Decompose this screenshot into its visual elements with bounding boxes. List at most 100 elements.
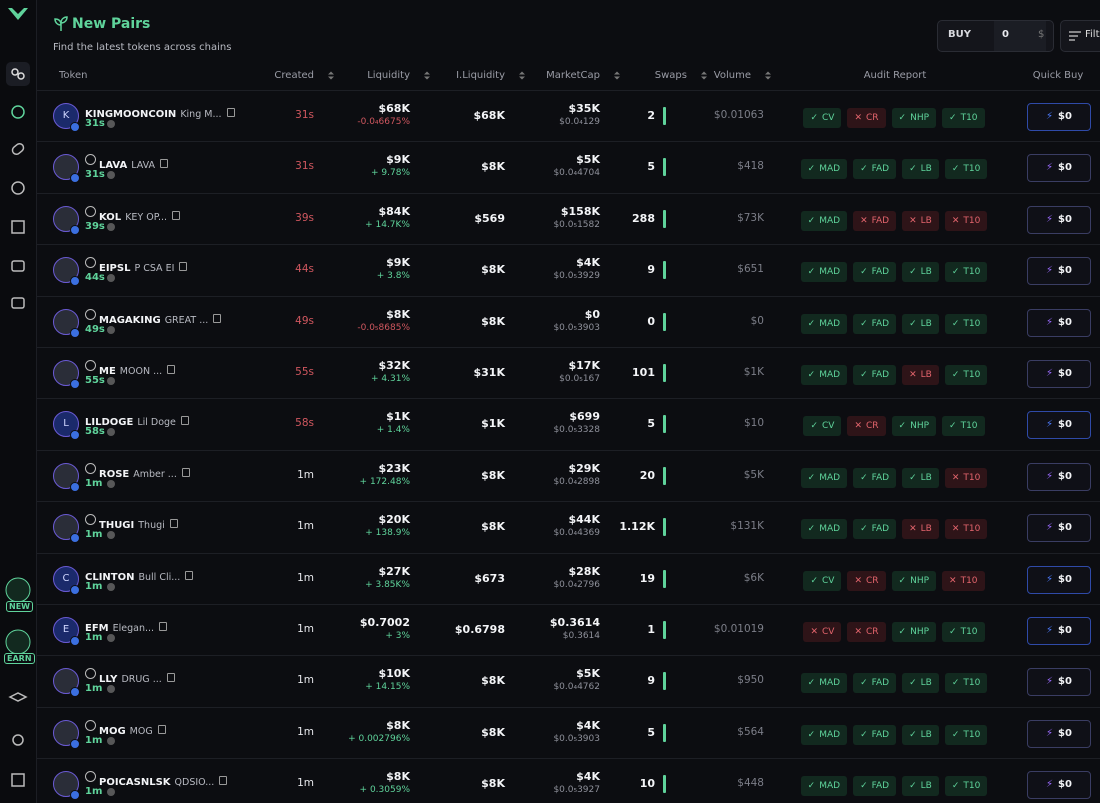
- quick-buy-amount[interactable]: $0: [1058, 316, 1072, 328]
- quick-buy-button[interactable]: ⚡ $0: [1027, 257, 1091, 286]
- copy-icon[interactable]: [167, 365, 176, 374]
- quick-buy-amount[interactable]: $0: [1058, 779, 1072, 791]
- quick-buy-button[interactable]: ⚡ $0: [1027, 668, 1091, 697]
- quick-buy-button[interactable]: ⚡ $0: [1027, 565, 1091, 594]
- copy-icon[interactable]: [160, 159, 169, 169]
- copy-icon[interactable]: [172, 210, 181, 220]
- copy-icon[interactable]: [179, 262, 188, 272]
- token-symbol[interactable]: POICASNLSK: [99, 777, 171, 789]
- nav-icon[interactable]: [11, 142, 25, 156]
- table-row[interactable]: E EFM Elegan... 1m 1m $0.7002 + 3% $0.6798 $0.36…: [37, 604, 1100, 656]
- quick-buy-amount[interactable]: $0: [1058, 368, 1072, 379]
- quick-buy-amount[interactable]: $0: [1058, 573, 1072, 585]
- quick-buy-amount[interactable]: $0: [1058, 111, 1072, 122]
- token-symbol[interactable]: CLINTON: [85, 571, 135, 583]
- nav-icon[interactable]: [11, 220, 25, 234]
- token-symbol[interactable]: EFM: [85, 623, 109, 634]
- nav-icon[interactable]: [8, 692, 28, 702]
- copy-icon[interactable]: [226, 108, 235, 117]
- table-row[interactable]: MOG MOG 1m 1m $8K + 0.002796% $8K $4K $0.0₅3903 5…: [37, 706, 1100, 759]
- table-row[interactable]: L LILDOGE Lil Doge 58s 58s $1K + 1.4% $1K $699 $0…: [37, 398, 1100, 450]
- copy-icon[interactable]: [159, 622, 168, 631]
- token-symbol[interactable]: THUGI: [99, 520, 135, 532]
- copy-icon[interactable]: [185, 570, 194, 580]
- quick-buy-button[interactable]: ⚡ $0: [1027, 154, 1091, 183]
- token-symbol[interactable]: EIPSL: [99, 263, 131, 275]
- table-row[interactable]: K KINGMOONCOIN King M... 31s 31s $68K -0.0₄667…: [37, 90, 1100, 142]
- amount-input[interactable]: 0 $: [994, 21, 1046, 51]
- nav-icon[interactable]: [17, 72, 25, 80]
- copy-icon[interactable]: [157, 724, 166, 734]
- quick-buy-button[interactable]: ⚡ $0: [1027, 308, 1091, 337]
- nav-icon[interactable]: [11, 260, 25, 272]
- sort-icon[interactable]: [519, 71, 525, 80]
- table-row[interactable]: POICASNLSK QDSIO... 1m 1m $8K + 0.3059% $8K $4K…: [37, 758, 1100, 803]
- quick-buy-amount[interactable]: $0: [1058, 162, 1072, 174]
- token-symbol[interactable]: LAVA: [99, 160, 128, 172]
- copy-icon[interactable]: [181, 467, 190, 477]
- token-symbol[interactable]: LLY: [99, 674, 118, 686]
- quick-buy-amount[interactable]: $0: [1058, 676, 1072, 688]
- quick-buy-button[interactable]: ⚡ $0: [1027, 771, 1091, 800]
- token-symbol[interactable]: KOL: [99, 211, 122, 223]
- nav-icon[interactable]: [11, 105, 25, 119]
- quick-buy-amount[interactable]: $0: [1058, 265, 1072, 277]
- quick-buy-button[interactable]: ⚡ $0: [1027, 205, 1091, 234]
- quick-buy-button[interactable]: ⚡ $0: [1027, 514, 1091, 543]
- quick-buy-amount[interactable]: $0: [1058, 419, 1072, 431]
- token-symbol[interactable]: ME: [99, 366, 116, 377]
- table-row[interactable]: EIPSL P CSA EI 44s 44s $9K + 3.8% $8K $4K $0.0₅3…: [37, 244, 1100, 296]
- column-header[interactable]: I.Liquidity: [456, 70, 505, 81]
- sort-icon[interactable]: [701, 71, 707, 80]
- column-header[interactable]: Created: [274, 70, 314, 81]
- token-symbol[interactable]: KINGMOONCOIN: [85, 109, 177, 120]
- copy-icon[interactable]: [166, 673, 175, 683]
- table-row[interactable]: KOL KEY OP... 39s 39s $84K + 14.7K% $569 $158K $…: [37, 192, 1100, 245]
- table-row[interactable]: C CLINTON Bull Cli... 1m 1m $27K + 3.85K% $673 $…: [37, 552, 1100, 605]
- copy-icon[interactable]: [169, 519, 178, 529]
- token-symbol[interactable]: LILDOGE: [85, 417, 134, 429]
- nav-icon[interactable]: [11, 297, 25, 309]
- quick-buy-button[interactable]: ⚡ $0: [1027, 719, 1091, 748]
- column-header[interactable]: MarketCap: [546, 70, 600, 81]
- sort-icon[interactable]: [328, 71, 334, 80]
- quick-buy-button[interactable]: ⚡ $0: [1027, 360, 1091, 388]
- amount-value[interactable]: 0: [1002, 29, 1009, 40]
- quick-buy-button[interactable]: ⚡ $0: [1027, 103, 1091, 131]
- quick-buy-amount[interactable]: $0: [1058, 213, 1072, 225]
- quick-buy-button[interactable]: ⚡ $0: [1027, 411, 1091, 440]
- nav-icon[interactable]: [11, 773, 25, 787]
- column-header[interactable]: Liquidity: [367, 70, 410, 81]
- copy-icon[interactable]: [180, 416, 189, 426]
- nav-icon[interactable]: [11, 181, 25, 195]
- column-header[interactable]: Swaps: [654, 70, 687, 81]
- quick-buy-amount[interactable]: $0: [1058, 625, 1072, 636]
- table-row[interactable]: THUGI Thugi 1m 1m $20K + 138.9% $8K $44K $0.0₄43…: [37, 501, 1100, 553]
- new-badge-icon[interactable]: [5, 577, 31, 603]
- table-row[interactable]: LAVA LAVA 31s 31s $9K + 9.78% $8K $5K $0.0₄4704 5…: [37, 141, 1100, 193]
- copy-icon[interactable]: [219, 776, 228, 786]
- token-symbol[interactable]: MOG: [99, 725, 126, 737]
- table-row[interactable]: LLY DRUG ... 1m 1m $10K + 14.15% $8K $5K $0.0₄47…: [37, 655, 1100, 707]
- sort-icon[interactable]: [614, 71, 620, 80]
- table-row[interactable]: MAGAKING GREAT ... 49s 49s $8K -0.0₅8685% $8K $…: [37, 295, 1100, 348]
- column-header[interactable]: Volume: [713, 70, 751, 81]
- earn-badge-icon[interactable]: [5, 629, 31, 655]
- quick-buy-button[interactable]: ⚡ $0: [1027, 462, 1091, 491]
- copy-icon[interactable]: [213, 313, 222, 323]
- table-row[interactable]: ME MOON ... 55s 55s $32K + 4.31% $31K $17K $0.0₅…: [37, 347, 1100, 399]
- quick-buy-amount[interactable]: $0: [1058, 470, 1072, 482]
- token-symbol[interactable]: ROSE: [99, 468, 130, 480]
- sidebar-badge[interactable]: EARN: [4, 653, 35, 664]
- sort-icon[interactable]: [424, 71, 430, 80]
- nav-icon[interactable]: [12, 734, 24, 746]
- sort-icon[interactable]: [765, 71, 771, 80]
- filter-button[interactable]: Filters: [1060, 20, 1100, 52]
- sidebar-badge[interactable]: NEW: [6, 601, 33, 612]
- buy-label[interactable]: BUY: [948, 29, 971, 40]
- quick-buy-button[interactable]: ⚡ $0: [1027, 617, 1091, 645]
- quick-buy-amount[interactable]: $0: [1058, 727, 1072, 739]
- quick-buy-amount[interactable]: $0: [1058, 522, 1072, 534]
- filter-label[interactable]: Filters: [1085, 29, 1100, 40]
- token-symbol[interactable]: MAGAKING: [99, 314, 161, 326]
